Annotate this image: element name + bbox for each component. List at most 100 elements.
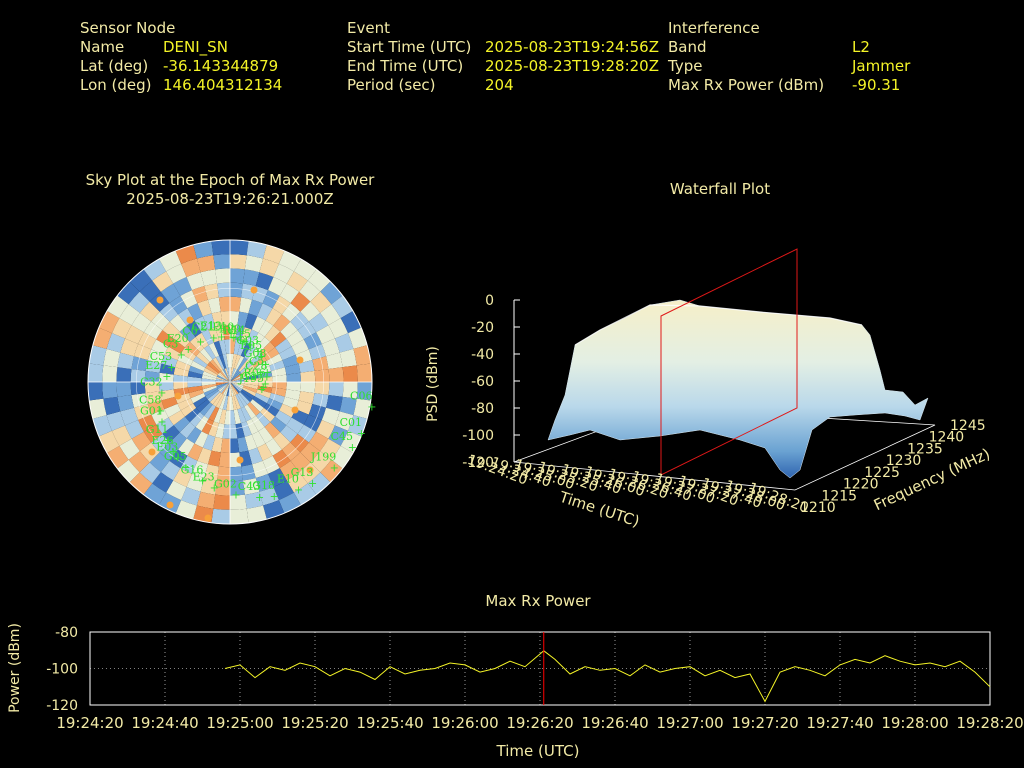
- skyplot-cell: [145, 359, 162, 373]
- skyplot-cell: [222, 325, 230, 340]
- skyplot-cell: [320, 304, 341, 326]
- skyplot-cell: [128, 291, 150, 313]
- skyplot-cell: [230, 382, 238, 396]
- skyplot-cell: [258, 376, 273, 382]
- skyplot-cell: [230, 382, 232, 397]
- skyplot-jam-dot: [236, 456, 244, 464]
- skyplot-cell: [255, 272, 274, 291]
- sensor-heading: Sensor Node: [80, 19, 176, 37]
- skyplot-cell: [209, 359, 222, 372]
- skyplot-cell: [328, 367, 344, 382]
- skyplot-satellite-marker: +: [367, 400, 376, 413]
- skyplot-cell: [308, 431, 329, 452]
- skyplot-cell: [213, 494, 230, 510]
- skyplot-cell: [217, 382, 230, 391]
- skyplot-satellite-label: C21: [192, 320, 214, 333]
- waterfall-zlabel: PSD (dBm): [425, 346, 441, 422]
- skyplot-cell: [252, 396, 267, 408]
- skyplot-cell: [219, 354, 227, 369]
- skyplot-satellite-marker: +: [209, 331, 218, 344]
- skyplot-cell: [241, 389, 255, 400]
- skyplot-cell: [286, 372, 301, 382]
- sensor-lon-value: 146.404312134: [163, 76, 283, 94]
- skyplot-cell: [143, 259, 167, 281]
- skyplot-cell: [243, 371, 258, 379]
- skyplot-cell: [235, 394, 245, 409]
- skyplot-cell: [224, 410, 230, 425]
- skyplot-cell: [356, 363, 372, 382]
- skyplot-cell: [250, 351, 264, 365]
- skyplot-cell: [201, 383, 217, 390]
- skyplot-cell: [233, 395, 241, 410]
- skyplot-cell: [147, 349, 165, 364]
- skyplot-cell: [281, 303, 301, 322]
- maxrx-x-tick-label: 19:26:00: [431, 714, 498, 732]
- skyplot-cell: [205, 389, 219, 400]
- skyplot-satellite-label: J195: [238, 372, 264, 385]
- event-period-label: Period (sec): [347, 76, 436, 94]
- skyplot-cell: [244, 255, 264, 273]
- skyplot-cell: [268, 277, 287, 296]
- skyplot-cell: [211, 436, 223, 453]
- skyplot-cell: [195, 332, 209, 349]
- skyplot-satellite-label: R14: [223, 324, 245, 337]
- skyplot-cell: [212, 357, 223, 371]
- skyplot-cell: [272, 295, 291, 315]
- skyplot-cell: [208, 421, 219, 437]
- skyplot-cell: [241, 421, 252, 437]
- skyplot-cell: [244, 434, 258, 451]
- waterfall-ridge: [574, 304, 863, 346]
- skyplot-cell: [119, 438, 140, 460]
- skyplot-cell: [203, 367, 218, 377]
- skyplot-cell: [257, 370, 273, 379]
- skyplot-cell: [275, 338, 292, 354]
- event-start-value: 2025-08-23T19:24:56Z: [485, 38, 659, 56]
- skyplot-cell: [168, 338, 185, 354]
- skyplot-cell: [230, 311, 240, 326]
- skyplot-satellite-marker: +: [308, 477, 317, 490]
- skyplot-cell: [230, 240, 249, 256]
- skyplot-cell: [169, 314, 187, 332]
- maxrx-x-tick-label: 19:24:20: [56, 714, 123, 732]
- skyplot-cell: [269, 393, 285, 404]
- skyplot-cell: [224, 339, 230, 354]
- skyplot-cell: [144, 382, 160, 394]
- skyplot-cell: [219, 370, 230, 382]
- skyplot-cell: [217, 373, 230, 382]
- skyplot-cell: [151, 339, 169, 355]
- skyplot-cell: [353, 398, 371, 419]
- skyplot-cell: [230, 452, 242, 468]
- skyplot-cell: [308, 343, 327, 360]
- skyplot-cell: [286, 330, 304, 347]
- skyplot-cell: [240, 406, 252, 422]
- skyplot-cell: [207, 450, 221, 467]
- skyplot-cell: [173, 277, 192, 296]
- skyplot-cell: [199, 348, 213, 362]
- skyplot-cell: [230, 376, 244, 382]
- skyplot-heatmap: [88, 240, 372, 524]
- skyplot-cell: [312, 393, 329, 408]
- skyplot-cell: [106, 411, 126, 431]
- skyplot-cell: [259, 486, 279, 506]
- skyplot-cell: [272, 374, 287, 382]
- skyplot-cell: [230, 374, 244, 382]
- interference-band-value: L2: [852, 38, 870, 56]
- skyplot-cell: [204, 283, 219, 300]
- skyplot-cell: [320, 281, 343, 305]
- skyplot-cell: [262, 290, 280, 309]
- skyplot-cell: [255, 336, 271, 352]
- skyplot-satellite-marker: +: [236, 334, 245, 347]
- skyplot-cell: [205, 364, 219, 375]
- skyplot-satellite-marker: +: [257, 350, 266, 363]
- skyplot-satellite-label: C3: [163, 338, 178, 351]
- skyplot-cell: [265, 308, 282, 326]
- skyplot-cell: [328, 382, 344, 397]
- skyplot-satellite-marker: +: [229, 331, 238, 344]
- skyplot-cell: [243, 383, 259, 390]
- skyplot-cell: [178, 438, 195, 456]
- skyplot-cell: [159, 303, 179, 322]
- skyplot-cell: [190, 360, 206, 372]
- maxrx-x-tick-label: 19:27:20: [731, 714, 798, 732]
- skyplot-cell: [279, 283, 300, 304]
- skyplot-satellite-marker: +: [330, 462, 339, 475]
